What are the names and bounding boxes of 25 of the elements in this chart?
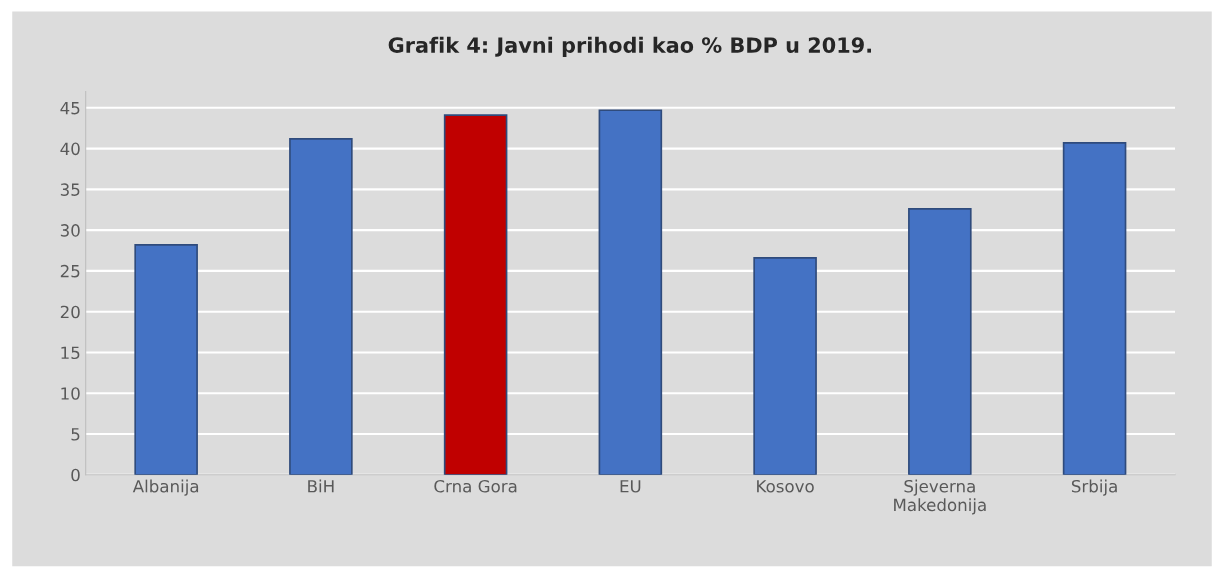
bar bbox=[1062, 142, 1127, 475]
y-tick-label: 25 bbox=[60, 264, 80, 278]
y-tick-label: 15 bbox=[61, 346, 80, 360]
y-tick-label: 0 bbox=[71, 468, 80, 482]
bar bbox=[753, 257, 817, 475]
y-tick-label: 5 bbox=[71, 428, 80, 441]
x-tick-label: BiH bbox=[308, 479, 334, 493]
chart-title: Grafik 4: Javni prihodi kao % BDP u 2019. bbox=[388, 36, 871, 57]
bar bbox=[289, 137, 353, 475]
y-tick-label: 10 bbox=[61, 387, 80, 400]
x-tick-label: Crna Gora bbox=[434, 479, 517, 493]
x-tick-label: Kosovo bbox=[757, 480, 814, 493]
y-tick-label: 20 bbox=[60, 305, 80, 319]
y-tick-label: 30 bbox=[60, 224, 80, 237]
bar bbox=[598, 109, 663, 475]
y-tick-label: 40 bbox=[60, 142, 80, 156]
bar bbox=[908, 208, 972, 475]
bar bbox=[443, 114, 508, 475]
bar bbox=[134, 243, 198, 475]
x-tick-label: EU bbox=[620, 480, 641, 493]
x-tick-label: Sjeverna Makedonija bbox=[894, 479, 986, 515]
y-tick-label: 35 bbox=[60, 183, 80, 196]
y-tick-label: 45 bbox=[60, 102, 80, 115]
x-tick-label: Srbija bbox=[1071, 479, 1117, 496]
x-tick-label: Albanija bbox=[132, 479, 199, 496]
